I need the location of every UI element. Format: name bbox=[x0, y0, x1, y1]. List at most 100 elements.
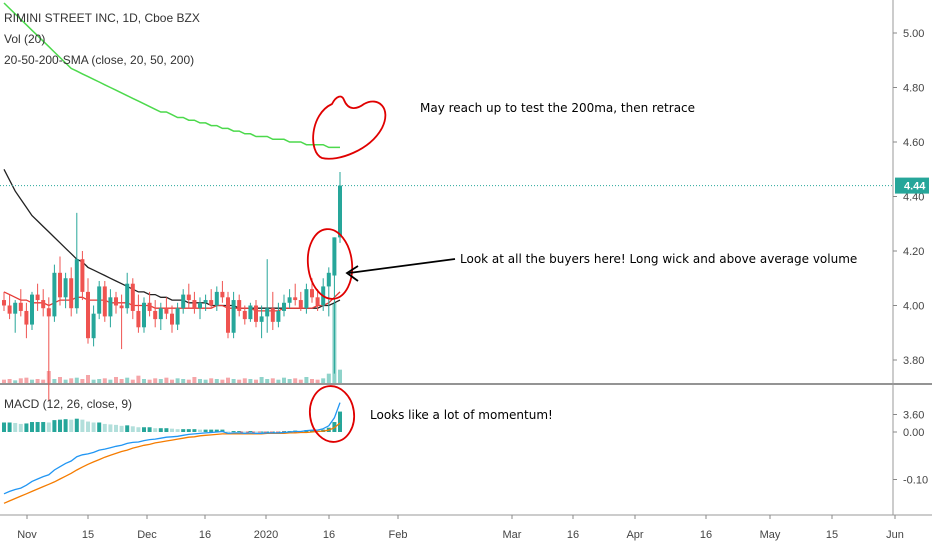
candle-body bbox=[242, 310, 247, 320]
macd-histogram-bar bbox=[192, 429, 197, 432]
circle-long-wick bbox=[306, 228, 354, 300]
candle-body bbox=[310, 289, 314, 298]
volume-bar bbox=[63, 379, 68, 383]
macd-histogram-bar bbox=[310, 430, 314, 432]
x-tick-label: 16 bbox=[700, 529, 712, 541]
symbol-title[interactable]: RIMINI STREET INC, 1D, Cboe BZX bbox=[4, 11, 200, 25]
volume-bar bbox=[147, 379, 152, 383]
macd-histogram-bar bbox=[142, 427, 146, 432]
candle-body bbox=[91, 313, 96, 339]
circle-200ma-target bbox=[312, 95, 387, 160]
candle-body bbox=[58, 272, 62, 298]
volume-bar bbox=[259, 377, 264, 383]
x-tick-label: 2020 bbox=[254, 529, 278, 541]
volume-bar bbox=[298, 379, 303, 383]
y-tick-label: 4.60 bbox=[903, 137, 924, 149]
volume-bar bbox=[198, 379, 202, 383]
volume-bar bbox=[170, 379, 174, 383]
volume-bar bbox=[52, 379, 57, 383]
candle-body bbox=[142, 302, 146, 328]
macd-indicator-label[interactable]: MACD (12, 26, close, 9) bbox=[4, 397, 133, 411]
volume-bar bbox=[254, 379, 258, 383]
macd-histogram-bar bbox=[226, 431, 230, 433]
macd-histogram-bar bbox=[24, 423, 29, 432]
volume-bar bbox=[270, 378, 275, 383]
note-buyers: Look at all the buyers here! Long wick a… bbox=[460, 252, 858, 266]
candle-body bbox=[7, 305, 12, 314]
candle-body bbox=[108, 297, 113, 317]
macd-histogram-bar bbox=[52, 420, 57, 432]
volume-bar bbox=[125, 377, 130, 383]
candle-body bbox=[13, 302, 18, 314]
volume-bar bbox=[108, 379, 113, 383]
volume-bar bbox=[2, 379, 6, 383]
candle-body bbox=[164, 308, 169, 314]
macd-histogram-bar bbox=[108, 424, 113, 432]
candle-body bbox=[259, 316, 264, 322]
candle-body bbox=[276, 310, 281, 322]
macd-histogram-bar bbox=[220, 429, 225, 432]
macd-histogram-bar bbox=[114, 424, 118, 432]
volume-bar bbox=[58, 377, 62, 383]
candle-body bbox=[198, 302, 202, 309]
volume-bar bbox=[7, 379, 12, 383]
volume-bar bbox=[203, 379, 208, 383]
macd-histogram-bar bbox=[119, 425, 124, 432]
volume-bar bbox=[175, 378, 180, 383]
candle-body bbox=[24, 310, 29, 325]
candle-body bbox=[203, 300, 208, 303]
macd-histogram-bar bbox=[125, 425, 130, 432]
volume-bar bbox=[80, 379, 85, 383]
macd-histogram-bar bbox=[181, 429, 186, 432]
note-200ma: May reach up to test the 200ma, then ret… bbox=[420, 101, 696, 115]
x-tick-label: Feb bbox=[389, 529, 408, 541]
candle-body bbox=[170, 313, 174, 325]
volume-bar bbox=[153, 378, 158, 383]
macd-histogram-bar bbox=[97, 422, 102, 432]
macd-histogram-bar bbox=[209, 429, 214, 432]
arrow-head bbox=[345, 265, 359, 282]
volume-bar bbox=[282, 377, 286, 383]
macd-histogram-bar bbox=[69, 419, 74, 432]
volume-bar bbox=[248, 379, 253, 383]
candle-body bbox=[80, 259, 85, 292]
volume-indicator-label[interactable]: Vol (20) bbox=[4, 32, 46, 46]
volume-bar bbox=[321, 378, 326, 383]
candle-body bbox=[147, 302, 152, 311]
candle-body bbox=[30, 294, 34, 325]
macd-histogram-bar bbox=[242, 431, 247, 433]
volume-bar bbox=[304, 377, 309, 383]
candle-body bbox=[119, 305, 124, 309]
macd-y-tick-label: -0.10 bbox=[903, 475, 928, 487]
sma-200-line bbox=[3, 2, 340, 149]
candle-body bbox=[254, 305, 258, 322]
volume-bar bbox=[310, 379, 314, 383]
macd-histogram-bar bbox=[158, 428, 163, 432]
volume-bar bbox=[181, 379, 186, 383]
candle-body bbox=[298, 300, 303, 309]
volume-bar bbox=[35, 379, 40, 383]
macd-histogram-bar bbox=[231, 431, 236, 433]
volume-bar bbox=[192, 377, 197, 383]
volume-bar bbox=[86, 375, 90, 383]
candle-body bbox=[192, 300, 197, 309]
macd-histogram-bar bbox=[136, 427, 141, 432]
macd-histogram-bar bbox=[265, 431, 270, 433]
candle-body bbox=[293, 297, 298, 301]
volume-bar bbox=[74, 377, 79, 383]
sma-indicator-label[interactable]: 20-50-200-SMA (close, 20, 50, 200) bbox=[4, 53, 195, 67]
x-tick-label: Jun bbox=[886, 529, 904, 541]
candle-body bbox=[69, 278, 74, 309]
candle-body bbox=[209, 300, 214, 306]
y-tick-label: 3.60 bbox=[903, 410, 924, 422]
macd-histogram-bar bbox=[35, 422, 40, 432]
volume-bar bbox=[97, 379, 102, 383]
macd-histogram-bar bbox=[186, 429, 191, 432]
x-tick-label: 16 bbox=[323, 529, 335, 541]
candle-body bbox=[18, 302, 23, 311]
circle-macd-momentum bbox=[308, 385, 356, 443]
volume-bar bbox=[293, 378, 298, 383]
candle-body bbox=[315, 297, 320, 306]
candle-body bbox=[63, 278, 68, 298]
